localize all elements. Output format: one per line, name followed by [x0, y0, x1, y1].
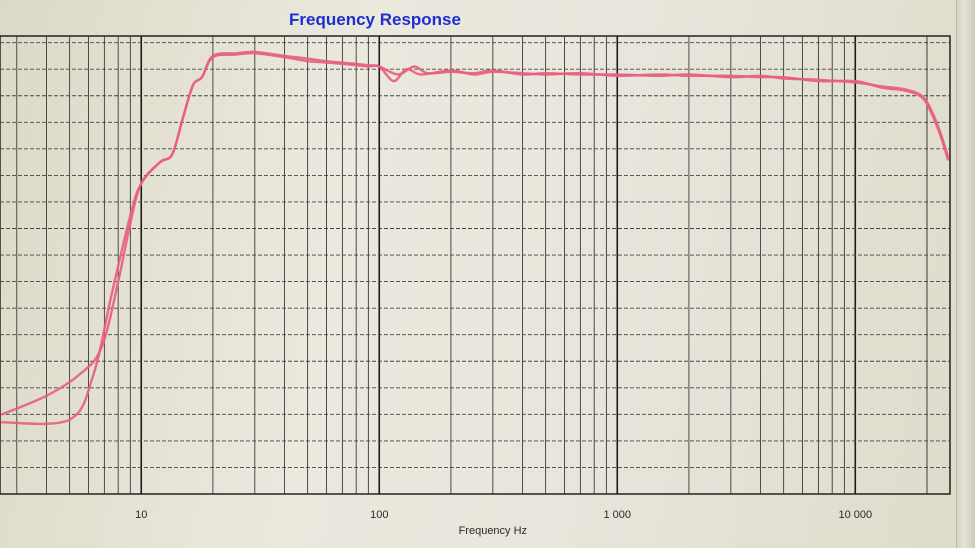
- series-line-2: [0, 51, 950, 416]
- x-axis-label: Frequency Hz: [459, 525, 527, 537]
- x-tick-label: 1 000: [604, 509, 632, 521]
- x-tick-label: 10 000: [838, 509, 872, 521]
- x-tick-label: 100: [370, 509, 388, 521]
- plot-frame: [0, 35, 951, 495]
- series-line-1: [0, 50, 950, 426]
- chart-title: Frequency Response: [289, 10, 461, 29]
- window-edge: [956, 0, 975, 548]
- x-tick-label: 10: [135, 509, 147, 521]
